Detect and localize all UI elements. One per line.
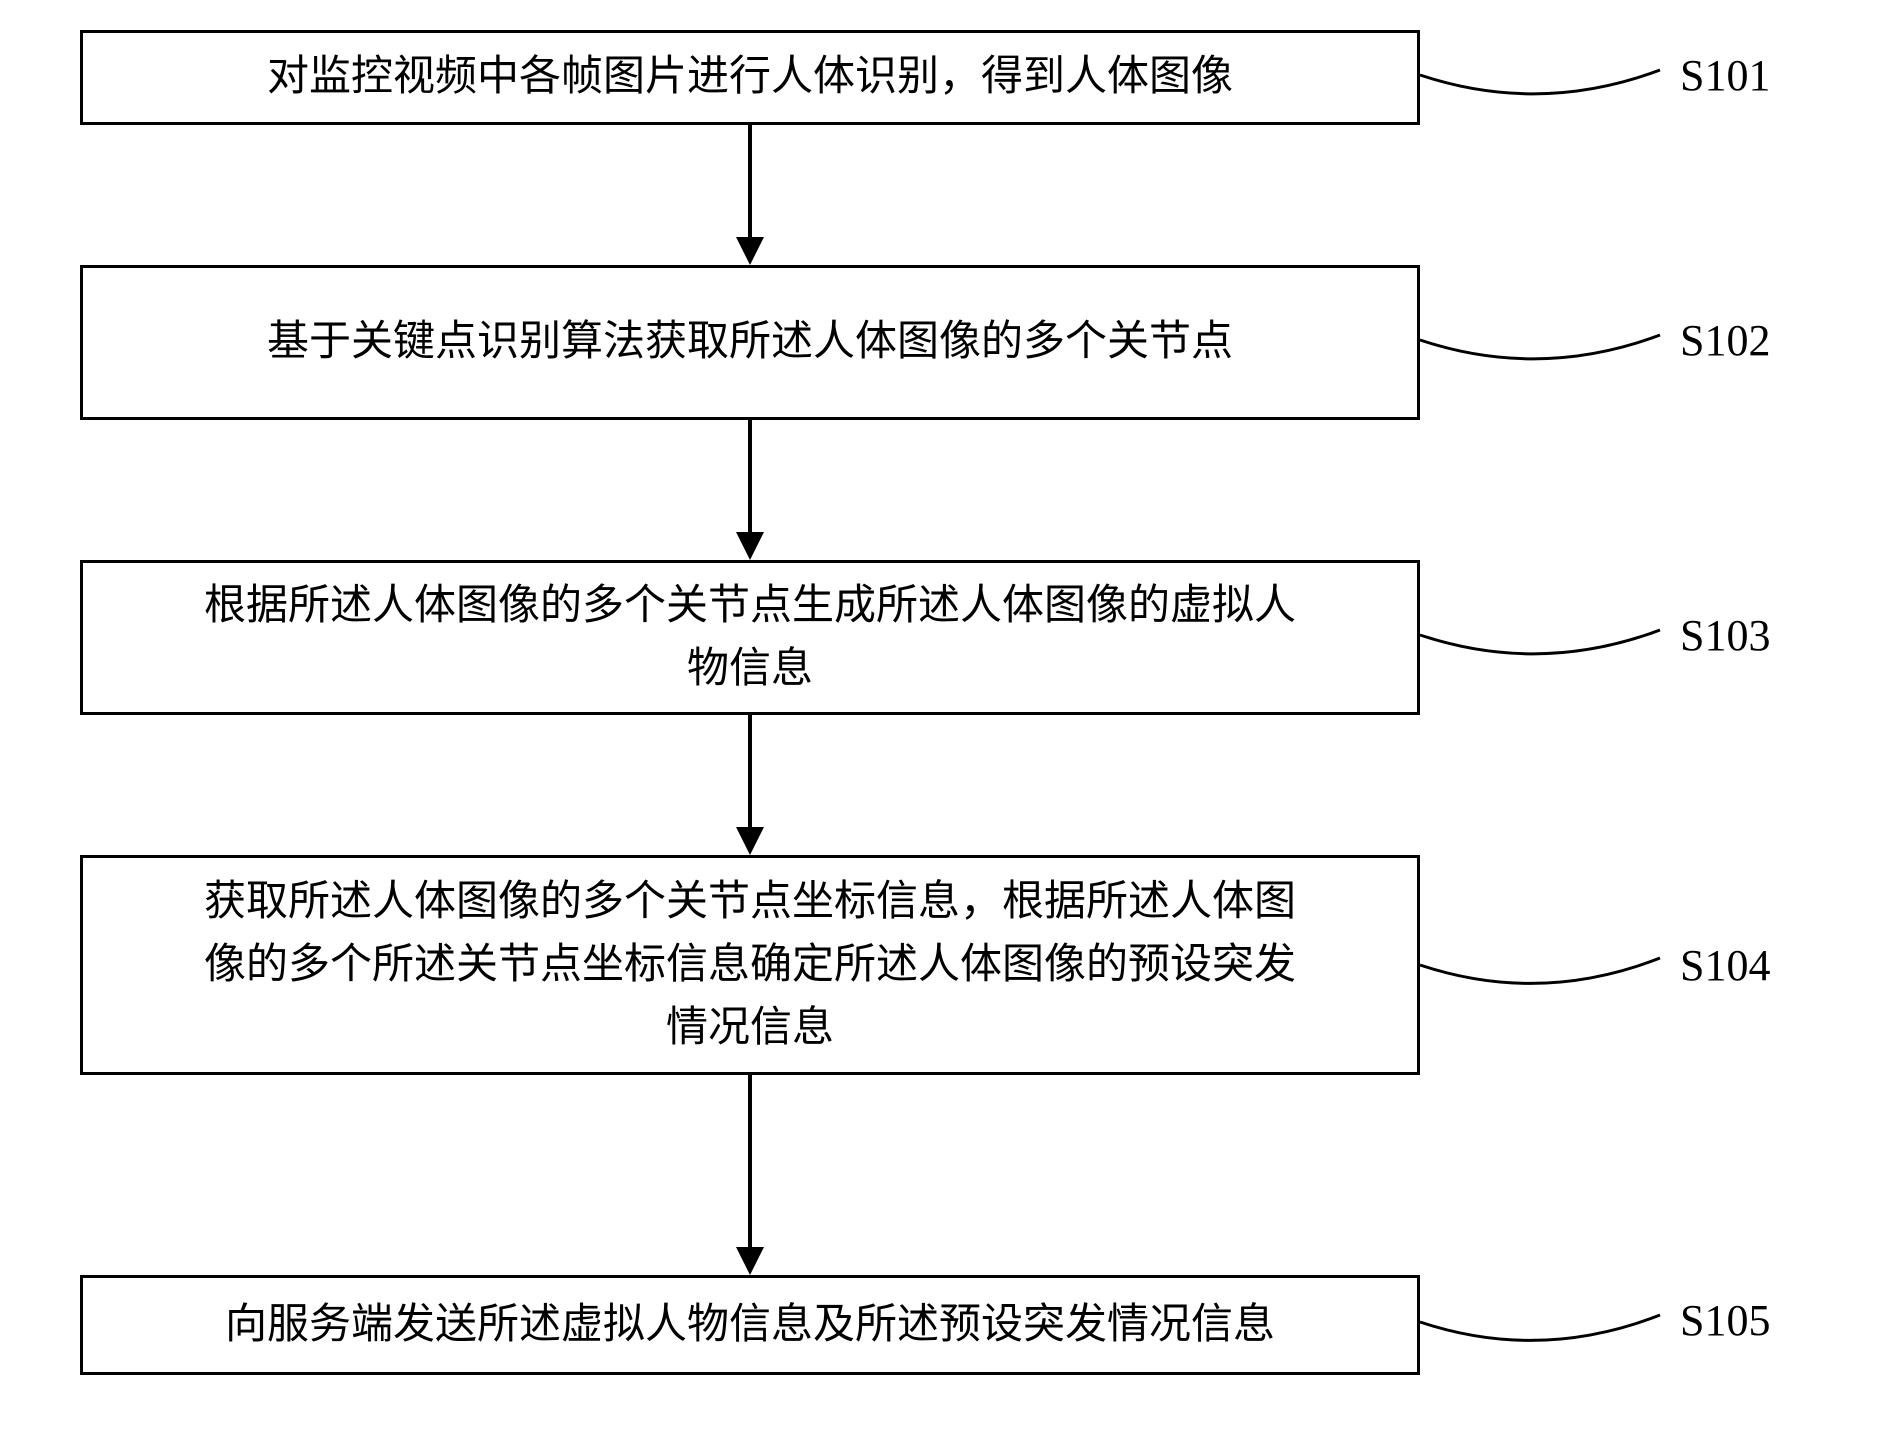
arrow-head-icon	[736, 532, 764, 560]
arrow-line	[748, 420, 752, 532]
flow-node-text: 根据所述人体图像的多个关节点生成所述人体图像的虚拟人 物信息	[204, 575, 1296, 701]
brace-connector	[1410, 325, 1670, 400]
step-label-n1: S101	[1680, 50, 1770, 101]
brace-connector	[1410, 948, 1670, 1025]
arrow-head-icon	[736, 827, 764, 855]
flow-node-n4: 获取所述人体图像的多个关节点坐标信息，根据所述人体图 像的多个所述关节点坐标信息…	[80, 855, 1420, 1075]
flow-node-text: 对监控视频中各帧图片进行人体识别，得到人体图像	[267, 46, 1233, 109]
arrow-line	[748, 1075, 752, 1247]
flow-node-text: 基于关键点识别算法获取所述人体图像的多个关节点	[267, 311, 1233, 374]
flow-node-n3: 根据所述人体图像的多个关节点生成所述人体图像的虚拟人 物信息	[80, 560, 1420, 715]
flow-node-n5: 向服务端发送所述虚拟人物信息及所述预设突发情况信息	[80, 1275, 1420, 1375]
arrow-line	[748, 125, 752, 237]
arrow-line	[748, 715, 752, 827]
flow-node-text: 获取所述人体图像的多个关节点坐标信息，根据所述人体图 像的多个所述关节点坐标信息…	[204, 871, 1296, 1060]
arrow-head-icon	[736, 1247, 764, 1275]
flow-node-n1: 对监控视频中各帧图片进行人体识别，得到人体图像	[80, 30, 1420, 125]
step-label-n5: S105	[1680, 1295, 1770, 1346]
flow-node-text: 向服务端发送所述虚拟人物信息及所述预设突发情况信息	[225, 1294, 1275, 1357]
step-label-n3: S103	[1680, 610, 1770, 661]
flow-node-n2: 基于关键点识别算法获取所述人体图像的多个关节点	[80, 265, 1420, 420]
brace-connector	[1410, 620, 1670, 695]
flowchart-canvas: 对监控视频中各帧图片进行人体识别，得到人体图像 S101 基于关键点识别算法获取所述…	[0, 0, 1896, 1443]
arrow-head-icon	[736, 237, 764, 265]
step-label-n4: S104	[1680, 940, 1770, 991]
step-label-n2: S102	[1680, 315, 1770, 366]
brace-connector	[1410, 60, 1670, 135]
brace-connector	[1410, 1305, 1670, 1382]
